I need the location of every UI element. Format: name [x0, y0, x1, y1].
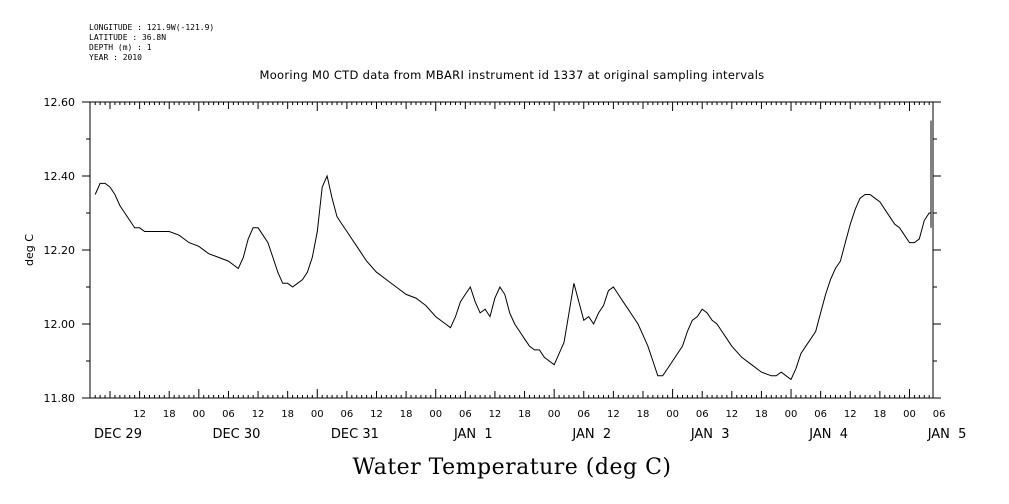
x-hour-label: 18: [755, 409, 768, 420]
x-hour-label: 00: [666, 409, 679, 420]
y-tick-label: 11.80: [44, 392, 76, 405]
y-tick-label: 12.20: [44, 244, 76, 257]
x-hour-label: 06: [696, 409, 709, 420]
x-day-labels: DEC 29 DEC 30 DEC 31 JAN 1 JAN 2 JAN 3 JAN 4 JA…: [94, 427, 966, 442]
x-hour-label: 18: [873, 409, 886, 420]
x-hour-label: 18: [518, 409, 531, 420]
x-day-label: DEC 31: [331, 427, 379, 442]
x-hour-label: 00: [785, 409, 798, 420]
x-day-label: DEC 29: [94, 427, 142, 442]
x-hour-label: 00: [903, 409, 916, 420]
x-hour-label: 00: [311, 409, 324, 420]
x-day-label: DEC 30: [212, 427, 260, 442]
longitude-text: LONGITUDE : 121.9W(-121.9): [89, 23, 214, 32]
x-hour-label: 06: [459, 409, 472, 420]
latitude-text: LATITUDE : 36.8N: [89, 33, 166, 42]
x-hour-label: 06: [814, 409, 827, 420]
y-tick-label: 12.60: [44, 96, 76, 109]
x-axis-title: Water Temperature (deg C): [353, 455, 672, 480]
x-hour-label: 12: [844, 409, 857, 420]
x-day-label: JAN 2: [571, 427, 611, 442]
x-hour-label: 18: [637, 409, 650, 420]
y-tick-labels: 11.80 12.00 12.20 12.40 12.60: [44, 96, 76, 405]
chart-title: Mooring M0 CTD data from MBARI instrumen…: [260, 68, 765, 82]
metadata-block: LONGITUDE : 121.9W(-121.9) LATITUDE : 36…: [89, 23, 214, 62]
x-hour-label: 12: [370, 409, 383, 420]
x-hour-label: 18: [163, 409, 176, 420]
x-hour-label: 00: [192, 409, 205, 420]
x-hour-labels: 12 18 00 06 12 18 00 06 12 18 00 06 12 18 00 06 12 18 00 06…: [133, 409, 945, 420]
x-hour-label: 06: [222, 409, 235, 420]
x-hour-label: 12: [489, 409, 502, 420]
depth-text: DEPTH (m) : 1: [89, 43, 152, 52]
x-day-label: JAN 3: [690, 427, 730, 442]
x-hour-label: 06: [933, 409, 946, 420]
x-hour-label: 00: [429, 409, 442, 420]
axis-ticks: [82, 101, 941, 399]
y-tick-label: 12.00: [44, 318, 76, 331]
y-tick-label: 12.40: [44, 170, 76, 183]
x-hour-label: 06: [341, 409, 354, 420]
x-hour-label: 00: [548, 409, 561, 420]
x-hour-label: 12: [607, 409, 620, 420]
y-axis-label: deg C: [23, 234, 36, 266]
x-hour-label: 06: [577, 409, 590, 420]
water-temperature-line: [94, 120, 932, 381]
plot-frame: [89, 101, 934, 399]
x-day-label: JAN 5: [927, 427, 967, 442]
x-day-label: JAN 1: [453, 427, 493, 442]
x-hour-label: 18: [400, 409, 413, 420]
x-hour-label: 12: [725, 409, 738, 420]
year-text: YEAR : 2010: [89, 53, 142, 62]
x-day-label: JAN 4: [808, 427, 848, 442]
x-hour-label: 18: [281, 409, 294, 420]
x-hour-label: 12: [252, 409, 265, 420]
x-hour-label: 12: [133, 409, 146, 420]
